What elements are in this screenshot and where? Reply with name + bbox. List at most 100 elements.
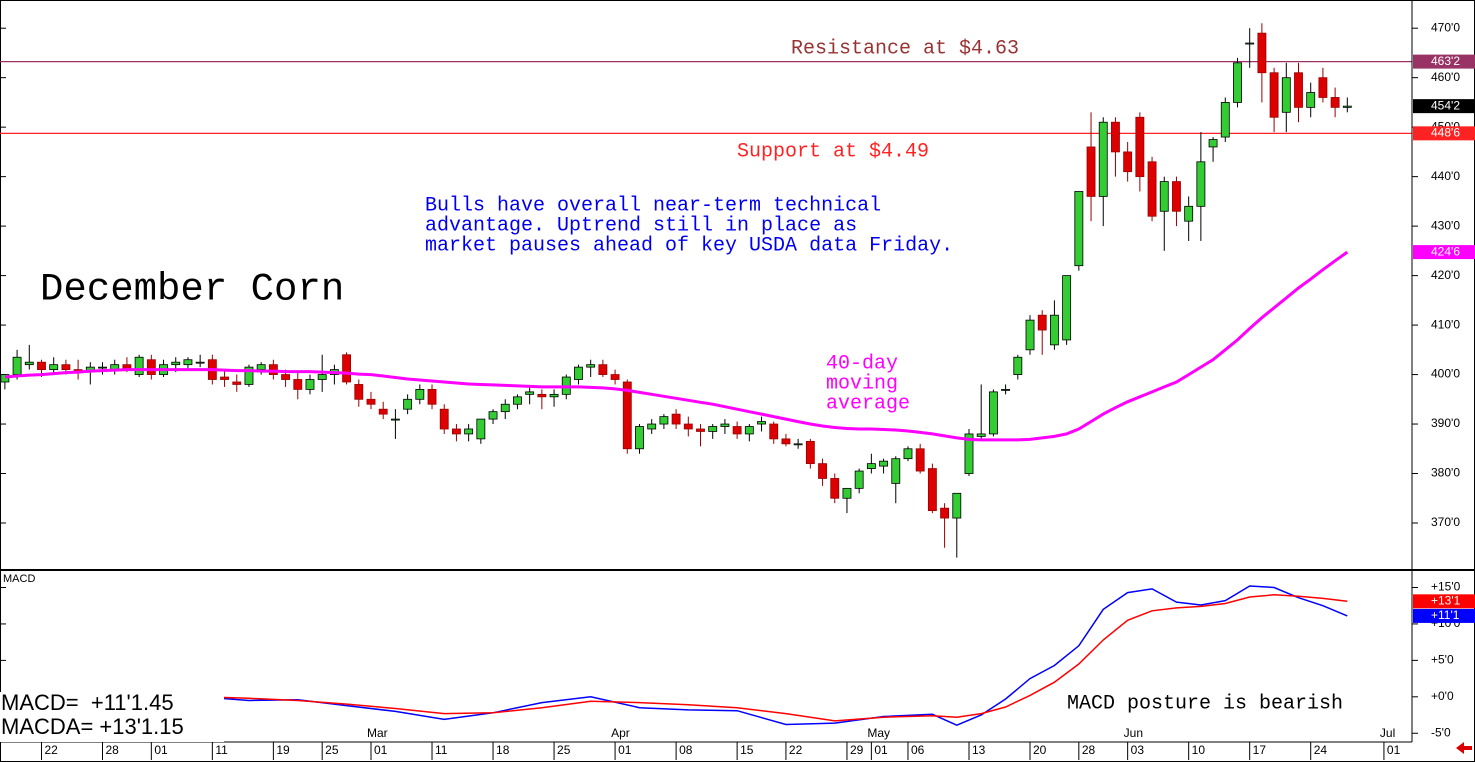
price-panel: 370'0 380'0 390'0 400'0 410'0 420'0 430'0 440'0…	[0, 20, 1475, 558]
candle-body	[61, 364, 71, 371]
candle-body	[24, 361, 34, 366]
candle-body	[647, 423, 657, 430]
candle-body	[549, 393, 559, 398]
candle-body	[671, 413, 681, 425]
support-label: Support at $4.49	[737, 140, 929, 163]
x-tick-label: 17	[1253, 743, 1267, 757]
candle-body	[793, 443, 803, 446]
candle-body	[610, 374, 620, 380]
ma-label: 40-day	[826, 352, 898, 375]
y-tick-label: 420'0	[1431, 268, 1460, 282]
x-tick-label: 15	[740, 743, 754, 757]
candle-body	[0, 374, 10, 383]
x-tick-label: 19	[276, 743, 290, 757]
candle-body	[415, 389, 425, 400]
candle-body	[12, 356, 22, 375]
candle-body	[452, 428, 461, 435]
x-tick-label: 01	[154, 743, 168, 757]
x-tick-label: 25	[557, 743, 571, 757]
y-tick-label: 370'0	[1431, 515, 1460, 529]
candle-body	[1074, 191, 1084, 267]
candle-body	[1135, 116, 1145, 178]
candle-body	[1306, 92, 1316, 108]
candle-body	[805, 440, 815, 465]
candle-body	[354, 384, 364, 400]
readout-box	[0, 692, 224, 742]
candle-body	[427, 389, 437, 405]
x-tick-label: 01	[874, 743, 888, 757]
price-tag	[1413, 594, 1475, 609]
x-tick-label: 03	[1131, 743, 1145, 757]
price-tag	[1413, 245, 1475, 260]
candle-body	[49, 364, 59, 371]
x-tick-label: 06	[911, 743, 925, 757]
candle-body	[696, 428, 705, 432]
candle-body	[683, 423, 693, 430]
candle-body	[403, 398, 413, 410]
x-tick-label: 08	[679, 743, 693, 757]
candle-body	[378, 408, 388, 415]
candle-body	[927, 468, 937, 512]
x-tick-label: 10	[1192, 743, 1206, 757]
price-tag	[1413, 126, 1475, 141]
candle-body	[1233, 62, 1242, 103]
candle-body	[146, 359, 156, 375]
candle-body	[134, 356, 144, 375]
macd-title: MACD	[3, 573, 35, 585]
candle-body	[1220, 102, 1230, 138]
candle-body	[659, 416, 669, 425]
y-tick-label: 470'0	[1431, 20, 1460, 34]
candle-body	[1111, 121, 1120, 153]
candle-body	[342, 354, 352, 383]
candle-body	[1025, 319, 1035, 351]
price-tag-label: 424'6	[1431, 244, 1460, 258]
candle-body	[1257, 32, 1267, 74]
y-tick-label: -5'0	[1431, 725, 1451, 739]
candle-body	[952, 492, 962, 519]
macd-readout: MACD= +11'1.45	[1, 690, 174, 715]
candle-body	[500, 403, 510, 413]
candle-body	[757, 421, 766, 425]
candle-body	[1147, 161, 1157, 217]
price-tag-label: +11'1	[1431, 608, 1460, 622]
candle-body	[281, 374, 291, 380]
candle-body	[1086, 146, 1096, 197]
candle-body	[635, 426, 644, 450]
candle-body	[537, 393, 547, 398]
x-tick-label: 01	[618, 743, 632, 757]
x-tick-label: 01	[1387, 743, 1401, 757]
candle-body	[171, 361, 181, 366]
candle-body	[476, 418, 486, 440]
x-tick-label: 24	[1314, 743, 1328, 757]
candle-body	[1342, 105, 1352, 108]
x-tick-label: 25	[325, 743, 339, 757]
candle-body	[1159, 181, 1169, 212]
x-tick-label: 11	[215, 743, 228, 757]
resistance-label: Resistance at $4.63	[791, 37, 1019, 60]
month-label: Apr	[611, 726, 630, 740]
candle-body	[866, 463, 876, 469]
candle-body	[818, 463, 827, 479]
x-tick-label: 01	[374, 743, 388, 757]
candle-body	[317, 374, 327, 380]
scroll-arrow[interactable]	[1456, 742, 1472, 754]
price-tag-label: 454'2	[1431, 98, 1460, 112]
candle-body	[1281, 77, 1291, 113]
x-tick-label: 11	[435, 743, 448, 757]
candle-body	[574, 366, 583, 380]
y-tick-label: +5'0	[1431, 653, 1454, 667]
candle-body	[439, 408, 449, 430]
y-tick-label: 430'0	[1431, 218, 1460, 232]
candle-body	[744, 426, 754, 435]
candle-body	[854, 470, 864, 489]
candle-body	[732, 426, 742, 435]
y-tick-label: 380'0	[1431, 466, 1460, 480]
candle-body	[769, 423, 779, 440]
candle-body	[1001, 389, 1011, 391]
price-tag	[1413, 99, 1475, 114]
annotation-line: advantage. Uptrend still in place as	[425, 214, 857, 237]
price-tag	[1413, 54, 1475, 69]
month-label: Jun	[1124, 726, 1143, 740]
